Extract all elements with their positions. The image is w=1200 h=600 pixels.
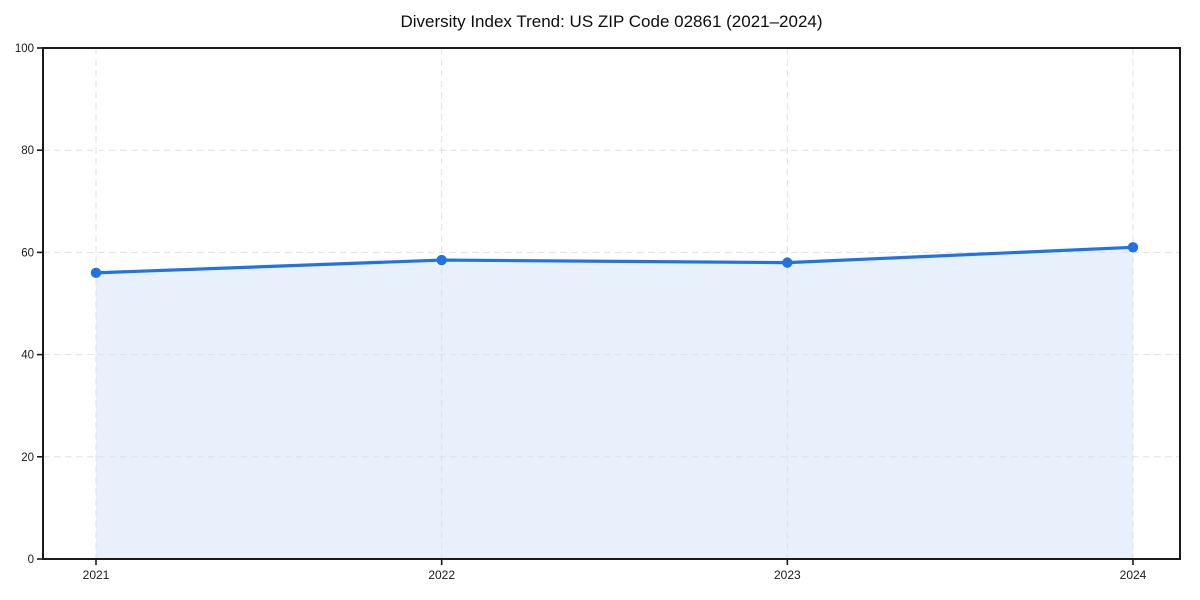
- trend-line: [94, 245, 1135, 275]
- y-tick-label-80: 80: [21, 145, 34, 157]
- y-tick-label-0: 0: [28, 554, 34, 566]
- x-tick-label-2022: 2022: [428, 568, 455, 582]
- data-point-2023: [782, 257, 793, 268]
- area-fill: [96, 247, 1133, 560]
- y-tick-label-60: 60: [21, 247, 34, 259]
- data-point-2022: [436, 254, 447, 266]
- x-tick-label-2023: 2023: [774, 568, 801, 582]
- x-tick-label-2024: 2024: [1120, 568, 1147, 582]
- x-tick-label-2021: 2021: [83, 568, 110, 582]
- chart-title: Diversity Index Trend: US ZIP Code 02861…: [400, 12, 823, 31]
- data-point-2024: [1127, 242, 1139, 253]
- plot-border: [42, 47, 1181, 560]
- y-tick-label-40: 40: [21, 350, 34, 362]
- y-tick-label-20: 20: [21, 452, 34, 464]
- data-point-2021: [90, 267, 102, 279]
- y-tick-label-100: 100: [15, 43, 34, 55]
